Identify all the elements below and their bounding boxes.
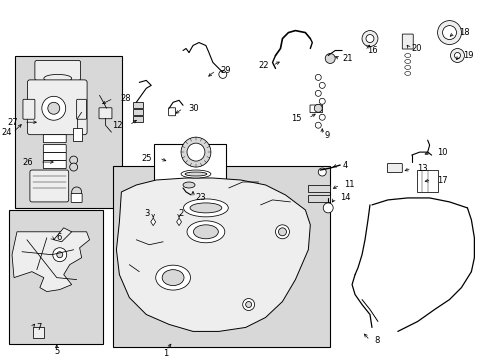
Text: 10: 10	[436, 148, 446, 157]
Ellipse shape	[181, 170, 210, 178]
Text: 8: 8	[373, 336, 379, 345]
Text: 11: 11	[344, 180, 354, 189]
FancyBboxPatch shape	[154, 144, 225, 192]
Circle shape	[186, 143, 204, 161]
Ellipse shape	[183, 182, 195, 188]
Text: 20: 20	[411, 44, 421, 53]
Text: 25: 25	[142, 154, 152, 163]
Circle shape	[245, 302, 251, 307]
FancyBboxPatch shape	[113, 166, 329, 347]
FancyBboxPatch shape	[416, 170, 437, 193]
FancyBboxPatch shape	[27, 80, 87, 135]
Text: 18: 18	[459, 28, 469, 37]
FancyBboxPatch shape	[43, 145, 66, 153]
Circle shape	[70, 163, 78, 171]
FancyBboxPatch shape	[307, 195, 330, 202]
Circle shape	[242, 298, 254, 310]
Circle shape	[325, 54, 334, 63]
Circle shape	[449, 49, 464, 62]
Text: 23: 23	[195, 193, 205, 202]
Circle shape	[70, 156, 78, 164]
Polygon shape	[54, 228, 72, 242]
Circle shape	[57, 252, 62, 258]
Text: 26: 26	[22, 158, 33, 167]
Circle shape	[361, 31, 377, 46]
FancyBboxPatch shape	[402, 34, 412, 49]
Text: 6: 6	[57, 233, 62, 242]
Circle shape	[48, 102, 60, 114]
Text: 24: 24	[2, 128, 12, 137]
FancyBboxPatch shape	[133, 116, 143, 122]
Circle shape	[442, 26, 456, 40]
Polygon shape	[12, 232, 89, 292]
Ellipse shape	[183, 199, 228, 217]
FancyBboxPatch shape	[386, 163, 402, 172]
Text: 12: 12	[112, 121, 122, 130]
FancyBboxPatch shape	[307, 185, 330, 192]
FancyBboxPatch shape	[133, 109, 143, 116]
Text: 22: 22	[258, 61, 268, 70]
Ellipse shape	[44, 75, 72, 82]
FancyBboxPatch shape	[43, 153, 66, 161]
Ellipse shape	[190, 203, 222, 213]
Text: 5: 5	[54, 347, 59, 356]
FancyBboxPatch shape	[15, 57, 122, 208]
Text: 19: 19	[463, 51, 473, 60]
Text: 4: 4	[342, 161, 346, 170]
Text: 28: 28	[120, 94, 131, 103]
Text: 21: 21	[342, 54, 352, 63]
Circle shape	[278, 228, 286, 236]
Text: 13: 13	[416, 163, 427, 172]
Circle shape	[437, 21, 461, 45]
FancyBboxPatch shape	[168, 108, 175, 116]
Text: 15: 15	[290, 114, 301, 123]
FancyBboxPatch shape	[133, 102, 143, 108]
Text: 2: 2	[178, 210, 183, 219]
FancyBboxPatch shape	[99, 108, 112, 119]
Circle shape	[219, 71, 226, 78]
FancyBboxPatch shape	[35, 60, 81, 80]
FancyBboxPatch shape	[23, 99, 35, 119]
FancyBboxPatch shape	[77, 99, 86, 119]
Text: 3: 3	[143, 210, 149, 219]
Polygon shape	[176, 218, 181, 226]
Polygon shape	[116, 178, 310, 332]
FancyBboxPatch shape	[9, 210, 103, 345]
Ellipse shape	[155, 265, 190, 290]
Text: 30: 30	[187, 104, 198, 113]
Circle shape	[318, 168, 325, 176]
Circle shape	[42, 96, 65, 120]
Circle shape	[53, 248, 66, 262]
Text: 14: 14	[340, 193, 350, 202]
Text: 9: 9	[324, 131, 329, 140]
Ellipse shape	[162, 270, 183, 285]
Circle shape	[314, 104, 322, 112]
Circle shape	[275, 225, 289, 239]
Text: 29: 29	[221, 66, 231, 75]
Ellipse shape	[186, 221, 224, 243]
FancyBboxPatch shape	[30, 170, 68, 202]
Text: 7: 7	[36, 323, 41, 332]
Text: 1: 1	[163, 349, 168, 358]
Circle shape	[453, 53, 460, 58]
Text: 16: 16	[366, 46, 377, 55]
Text: 27: 27	[7, 118, 18, 127]
Circle shape	[181, 137, 210, 167]
FancyBboxPatch shape	[309, 105, 322, 113]
Ellipse shape	[193, 225, 218, 239]
Text: 17: 17	[436, 176, 447, 185]
FancyBboxPatch shape	[71, 193, 82, 202]
Circle shape	[323, 203, 332, 213]
Polygon shape	[150, 218, 155, 226]
Ellipse shape	[184, 172, 206, 176]
FancyBboxPatch shape	[33, 327, 44, 338]
FancyBboxPatch shape	[73, 128, 82, 141]
FancyBboxPatch shape	[43, 135, 66, 143]
FancyBboxPatch shape	[43, 161, 66, 168]
Circle shape	[72, 187, 81, 197]
Circle shape	[365, 35, 373, 42]
